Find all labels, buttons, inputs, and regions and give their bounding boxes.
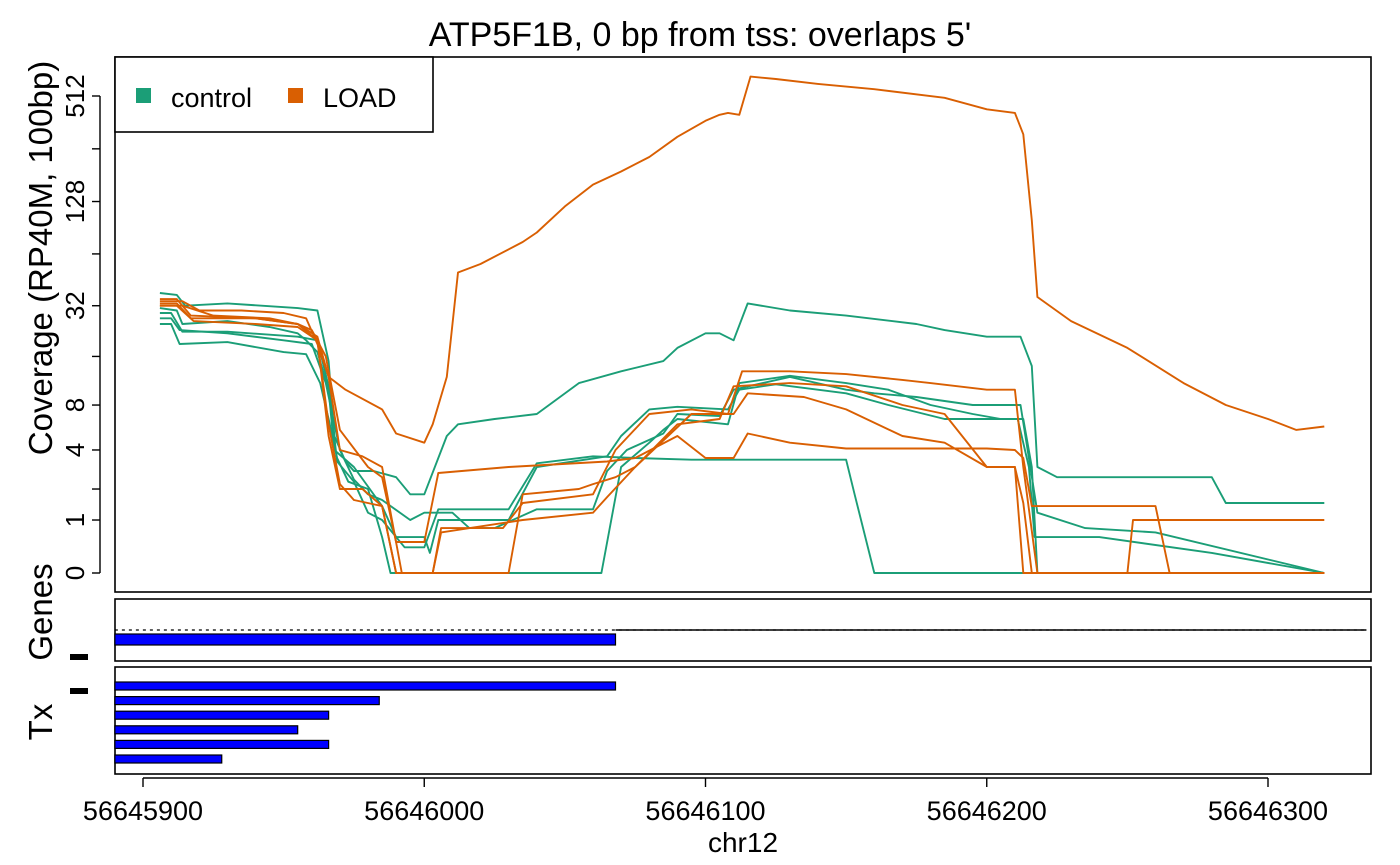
series-line-load-9 (159, 304, 1325, 574)
tx-panel (114, 666, 1372, 775)
legend-box (114, 56, 434, 133)
x-tick-label: 56646100 (645, 796, 765, 826)
y-tick-label: 32 (60, 291, 90, 320)
y-axis-label-genes: Genes (22, 563, 59, 660)
tx-exon (114, 710, 330, 720)
series-line-load-8 (159, 302, 1325, 574)
series-line-control-2 (159, 317, 1325, 574)
coverage-panel (114, 56, 1372, 593)
y-tick-label: 8 (60, 398, 90, 412)
tx-exon (114, 695, 380, 706)
genes-axis-tick (70, 654, 88, 660)
y-tick-label: 1 (60, 513, 90, 527)
legend-label-load: LOAD (323, 83, 397, 113)
legend-swatch-load (288, 88, 303, 103)
tx-axis-tick (70, 688, 88, 694)
y-axis-label-coverage: Coverage (RP40M, 100bp) (22, 61, 59, 455)
y-tick-label: 512 (60, 74, 90, 117)
tx-track (114, 681, 617, 764)
x-tick-label: 56645900 (83, 796, 203, 826)
x-tick-label: 56646200 (927, 796, 1047, 826)
legend-label-control: control (171, 83, 252, 113)
series-line-control-4 (159, 312, 1325, 574)
chart-title: ATP5F1B, 0 bp from tss: overlaps 5' (429, 16, 972, 54)
series-line-load-6 (159, 304, 1325, 574)
tx-exon (114, 681, 617, 691)
tx-exon (114, 754, 223, 764)
y-tick-label: 0 (60, 566, 90, 580)
legend-swatch-control (136, 88, 151, 103)
x-axis-label: chr12 (708, 827, 778, 858)
x-tick-label: 56646300 (1208, 796, 1328, 826)
y-axis: 0 1 4 8 32 128 512 (60, 74, 101, 580)
gene-exon (114, 633, 617, 646)
legend: control LOAD (114, 56, 434, 133)
tx-exon (114, 739, 330, 750)
series-line-control-3 (159, 323, 1325, 574)
y-tick-label: 128 (60, 180, 90, 223)
y-tick-label: 4 (60, 443, 90, 457)
x-tick-label: 56646000 (364, 796, 484, 826)
tx-exon (114, 725, 299, 735)
coverage-lines (159, 75, 1325, 574)
genes-track (114, 629, 1367, 646)
series-line-load-5 (159, 75, 1325, 444)
y-axis-label-tx: Tx (22, 703, 59, 740)
x-axis: 56645900 56646000 56646100 56646200 56646300 (83, 777, 1328, 826)
